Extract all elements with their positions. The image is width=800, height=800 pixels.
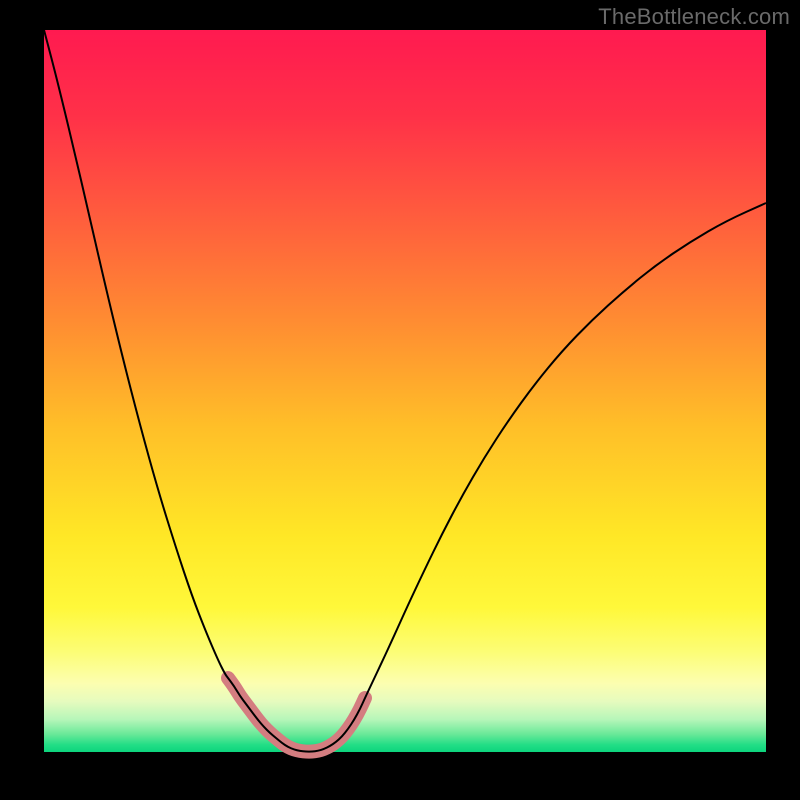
- chart-svg: [0, 0, 800, 800]
- watermark-text: TheBottleneck.com: [598, 4, 790, 30]
- gradient-background: [44, 30, 766, 752]
- plot-area: [0, 0, 800, 800]
